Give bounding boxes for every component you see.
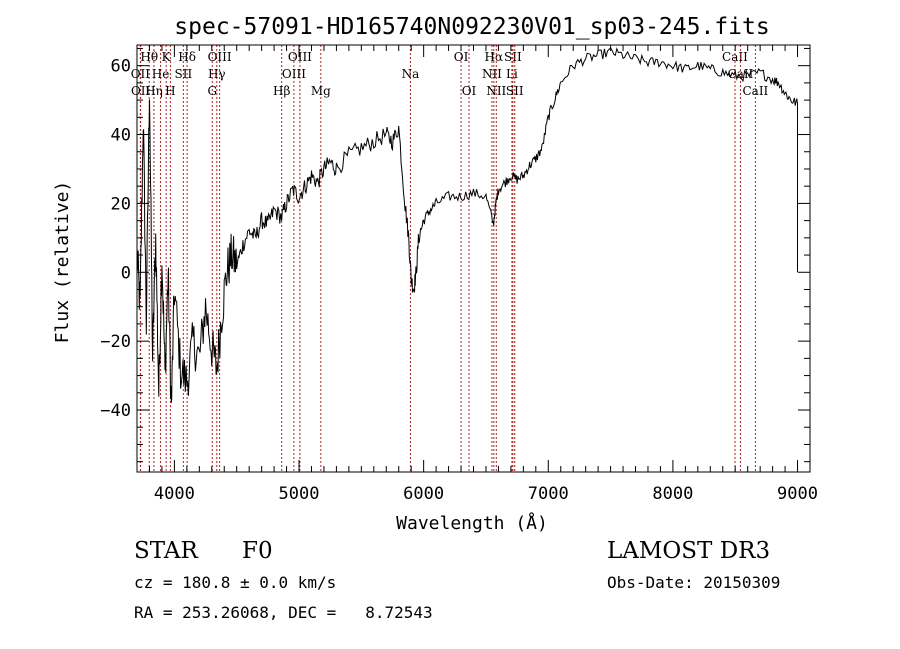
line-marker-label: CaII [728, 67, 754, 81]
chart-title: spec-57091-HD165740N092230V01_sp03-245.f… [174, 14, 769, 40]
line-marker-label: CaII [722, 50, 748, 64]
y-tick-label: −20 [100, 332, 131, 352]
line-marker-label: Hδ [178, 50, 196, 64]
x-tick-label: 9000 [777, 484, 818, 504]
line-marker-label: Hγ [208, 67, 226, 81]
coordinates: RA = 253.26068, DEC = 8.72543 [134, 603, 433, 622]
line-marker-label: G [207, 84, 217, 98]
object-class: STAR [134, 538, 198, 564]
x-tick-label: 7000 [528, 484, 569, 504]
x-tick-label: 5000 [279, 484, 320, 504]
y-axis: −40 −20 0 20 40 60 [100, 47, 810, 463]
line-marker-label: CaII [742, 84, 768, 98]
y-tick-label: 20 [111, 194, 131, 214]
line-marker-label: H [165, 84, 175, 98]
x-tick-label: 6000 [403, 484, 444, 504]
y-tick-label: 0 [121, 263, 131, 283]
redshift-cz: cz = 180.8 ± 0.0 km/s [134, 573, 337, 592]
line-marker-label: NII [482, 67, 502, 81]
x-tick-label: 4000 [154, 484, 195, 504]
line-marker-label: SII [175, 67, 193, 81]
line-marker-label: Hη [145, 84, 163, 98]
line-marker-label: Li [506, 67, 518, 81]
line-marker-label: OIII [208, 50, 232, 64]
line-marker-label: K [162, 50, 172, 64]
y-axis-label: Flux (relative) [52, 181, 73, 344]
survey-name: LAMOST DR3 [607, 538, 771, 564]
line-marker-label: Hβ [273, 84, 290, 98]
line-marker-label: OIII [288, 50, 312, 64]
observation-date: Obs-Date: 20150309 [607, 573, 781, 592]
line-marker-label: He [152, 67, 170, 81]
line-marker-label: Hα [485, 50, 504, 64]
y-tick-label: 40 [111, 126, 131, 146]
line-marker-label: NII [486, 84, 506, 98]
line-marker-label: OI [462, 84, 477, 98]
line-marker-label: Mg [311, 84, 331, 98]
line-marker-label: SII [506, 84, 524, 98]
spectral-line-markers: HθOIIOIIHηHeKHSIIHδGHγOIIIHβOIIIOIIIMgNa… [131, 45, 769, 472]
x-axis: 4000 5000 6000 7000 8000 9000 [136, 45, 818, 504]
line-marker-label: OIII [282, 67, 306, 81]
y-tick-label: −40 [100, 401, 131, 421]
x-tick-label: 8000 [652, 484, 693, 504]
object-subclass: F0 [242, 538, 273, 564]
line-marker-label: Na [402, 67, 420, 81]
x-axis-label: Wavelength (Å) [396, 512, 548, 534]
line-marker-label: OII [131, 84, 151, 98]
line-marker-label: SII [504, 50, 522, 64]
spectrum-line [136, 47, 798, 403]
line-marker-label: OI [454, 50, 469, 64]
y-tick-label: 60 [111, 57, 131, 77]
spectrum-series [136, 47, 798, 403]
line-marker-label: Hθ [140, 50, 158, 64]
